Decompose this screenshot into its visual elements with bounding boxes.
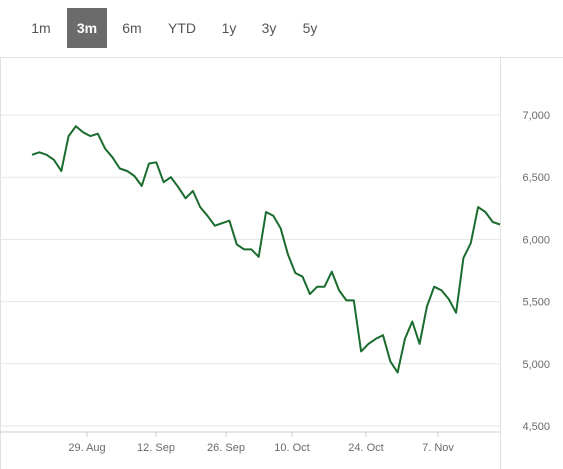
y-tick-label: 4,500: [522, 421, 550, 433]
range-button-3y[interactable]: 3y: [261, 20, 277, 36]
range-button-3m[interactable]: 3m: [67, 8, 107, 48]
x-tick-label: 29. Aug: [68, 442, 105, 454]
y-tick-label: 7,000: [522, 110, 550, 122]
toolbar-divider: [0, 57, 563, 58]
y-tick-label: 6,500: [522, 172, 550, 184]
series-group: [31, 125, 501, 374]
y-tick-label: 6,000: [522, 234, 550, 246]
range-button-1y[interactable]: 1y: [221, 20, 237, 36]
range-button-1m[interactable]: 1m: [31, 20, 51, 36]
plot-right-border: [500, 57, 501, 469]
y-tick-label: 5,500: [522, 297, 550, 309]
x-tick-label: 7. Nov: [422, 442, 454, 454]
range-button-5y[interactable]: 5y: [302, 20, 318, 36]
range-button-6m[interactable]: 6m: [122, 20, 142, 36]
gridlines: [0, 114, 500, 433]
y-tick-label: 5,000: [522, 359, 550, 371]
range-button-ytd[interactable]: YTD: [168, 20, 196, 36]
x-tick-label: 24. Oct: [348, 442, 383, 454]
x-axis-ticks: 29. Aug 12. Sep 26. Sep 10. Oct 24. Oct 7. No…: [68, 432, 454, 454]
plot-left-border: [0, 57, 1, 469]
x-tick-label: 10. Oct: [274, 442, 309, 454]
x-tick-label: 12. Sep: [137, 442, 175, 454]
x-tick-label: 26. Sep: [207, 442, 245, 454]
price-series-line: [31, 125, 501, 374]
y-axis-ticks: 4,500 5,000 5,500 6,000 6,500 7,000: [522, 110, 550, 433]
